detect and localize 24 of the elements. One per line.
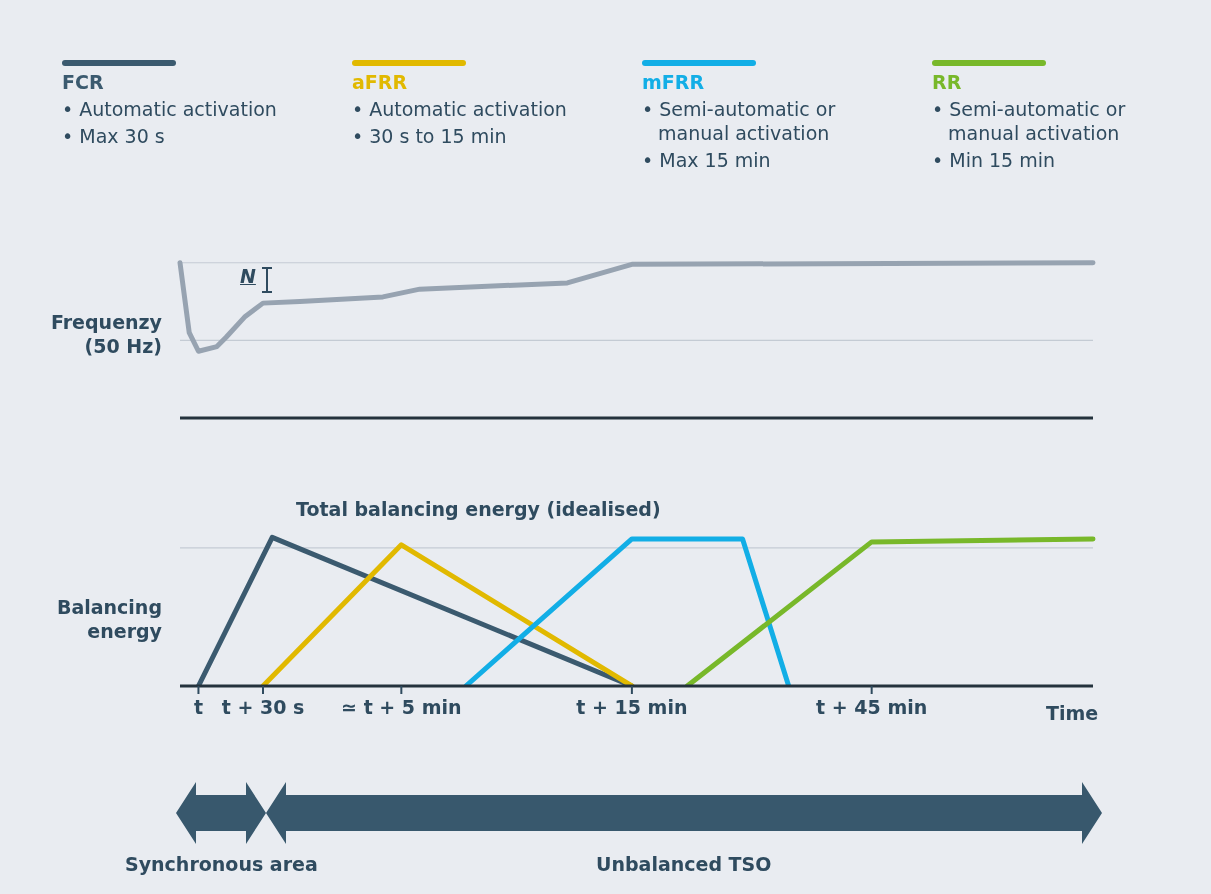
text: • Max 30 s (62, 124, 166, 148)
text: • Semi-automatic or manual activation (932, 97, 1127, 145)
text: Unbalanced TSO (596, 853, 772, 875)
annotation: N (240, 265, 256, 287)
text: • Semi-automatic or manual activation (642, 97, 837, 145)
x-tick-label: ≃ t + 5 min (341, 696, 462, 718)
chart-title: Total balancing energy (idealised) (296, 498, 661, 520)
text: FCR (62, 70, 104, 94)
x-axis-title: Time (1046, 702, 1099, 724)
text: • Automatic activation (352, 97, 568, 121)
text: Synchronous area (125, 853, 318, 875)
text: • Max 15 min (642, 148, 772, 172)
x-tick-label: t + 45 min (816, 696, 928, 718)
text: • Automatic activation (62, 97, 278, 121)
text: • 30 s to 15 min (352, 124, 508, 148)
x-tick-label: t + 30 s (221, 696, 305, 718)
text: RR (932, 70, 962, 94)
x-tick-label: t (193, 696, 203, 718)
x-tick-label: t + 15 min (576, 696, 688, 718)
y-axis-title: Frequenzy (50 Hz) (50, 310, 162, 358)
text: mFRR (642, 70, 705, 94)
y-axis-title: Balancing energy (55, 595, 162, 643)
text: • Min 15 min (932, 148, 1057, 172)
text: aFRR (352, 70, 408, 94)
